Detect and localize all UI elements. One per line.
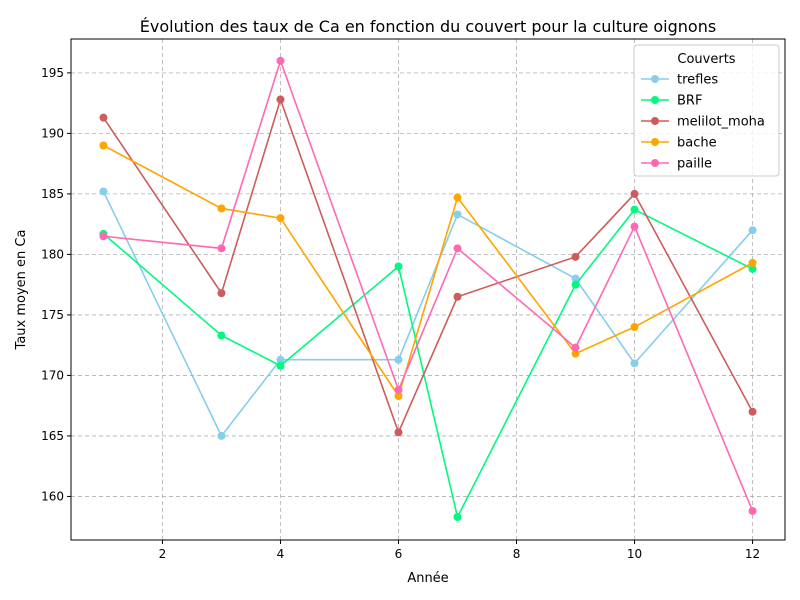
data-point-melilot_moha bbox=[748, 407, 757, 416]
y-axis-label: Taux moyen en Ca bbox=[14, 230, 29, 351]
x-tick-label: 10 bbox=[627, 547, 642, 561]
x-tick-label: 2 bbox=[159, 547, 167, 561]
legend-swatch-marker bbox=[651, 75, 659, 83]
legend-swatch-marker bbox=[651, 159, 659, 167]
data-point-paille bbox=[630, 222, 639, 231]
legend-item-BRF: BRF bbox=[641, 94, 702, 109]
data-point-BRF bbox=[630, 205, 639, 214]
series-melilot_moha bbox=[99, 95, 757, 437]
legend-label: paille bbox=[677, 157, 712, 172]
data-point-trefles bbox=[217, 431, 226, 440]
data-point-melilot_moha bbox=[453, 292, 462, 301]
data-point-melilot_moha bbox=[99, 113, 108, 122]
data-point-melilot_moha bbox=[630, 189, 639, 198]
data-point-paille bbox=[394, 385, 403, 394]
data-point-paille bbox=[453, 244, 462, 253]
data-point-paille bbox=[276, 56, 285, 65]
data-point-BRF bbox=[217, 331, 226, 340]
data-point-BRF bbox=[571, 280, 580, 289]
series-line-bache bbox=[103, 144, 753, 398]
series-trefles bbox=[99, 187, 757, 440]
legend-swatch-marker bbox=[651, 117, 659, 125]
series-line-paille bbox=[103, 58, 754, 512]
series-paille bbox=[99, 56, 757, 515]
data-point-paille bbox=[217, 244, 226, 253]
data-point-paille bbox=[748, 506, 757, 515]
axis-ticks: 2 4 6 8 10 12 160 165 170 175 180 185 190 195 bbox=[41, 66, 760, 561]
data-point-BRF bbox=[394, 262, 403, 271]
data-point-trefles bbox=[630, 359, 639, 368]
series-layer bbox=[99, 56, 757, 522]
chart-title: Évolution des taux de Ca en fonction du … bbox=[140, 17, 716, 36]
data-point-trefles bbox=[394, 355, 403, 364]
data-point-bache bbox=[630, 323, 639, 332]
y-tick-label: 195 bbox=[41, 66, 64, 80]
x-tick-label: 6 bbox=[395, 547, 403, 561]
y-tick-label: 180 bbox=[41, 247, 64, 261]
x-tick-label: 8 bbox=[513, 547, 521, 561]
legend-item-trefles: trefles bbox=[641, 73, 718, 88]
data-point-BRF bbox=[453, 513, 462, 522]
data-point-trefles bbox=[748, 226, 757, 235]
series-line-BRF bbox=[102, 208, 753, 520]
data-point-bache bbox=[217, 204, 226, 213]
legend-label: trefles bbox=[677, 73, 718, 88]
legend-item-paille: paille bbox=[641, 157, 712, 172]
data-point-melilot_moha bbox=[276, 95, 285, 104]
legend-label: bache bbox=[677, 136, 717, 151]
x-axis-label: Année bbox=[407, 571, 448, 586]
data-point-melilot_moha bbox=[571, 252, 580, 261]
legend-item-melilot_moha: melilot_moha bbox=[641, 115, 765, 130]
legend-item-bache: bache bbox=[641, 136, 717, 151]
data-point-paille bbox=[571, 343, 580, 352]
series-BRF bbox=[99, 205, 757, 522]
data-point-bache bbox=[394, 391, 403, 400]
data-point-trefles bbox=[276, 355, 285, 364]
data-point-melilot_moha bbox=[394, 428, 403, 437]
data-point-paille bbox=[99, 232, 108, 241]
legend-label: melilot_moha bbox=[677, 115, 765, 130]
plot-frame bbox=[70, 38, 786, 541]
legend-label: BRF bbox=[677, 94, 702, 109]
series-line-trefles bbox=[102, 191, 754, 438]
data-point-trefles bbox=[571, 274, 580, 283]
legend-swatch-marker bbox=[651, 138, 659, 146]
y-tick-label: 170 bbox=[41, 368, 64, 382]
y-tick-label: 165 bbox=[41, 429, 64, 443]
legend-swatch-marker bbox=[651, 96, 659, 104]
data-point-BRF bbox=[276, 361, 285, 370]
data-point-bache bbox=[276, 214, 285, 223]
data-point-trefles bbox=[99, 187, 108, 196]
data-point-BRF bbox=[748, 264, 757, 273]
x-tick-label: 4 bbox=[277, 547, 285, 561]
y-tick-label: 185 bbox=[41, 187, 64, 201]
data-point-bache bbox=[453, 193, 462, 202]
series-line-melilot_moha bbox=[102, 96, 754, 435]
data-point-bache bbox=[99, 141, 108, 150]
legend-title: Couverts bbox=[677, 52, 735, 67]
data-point-melilot_moha bbox=[217, 289, 226, 298]
data-point-bache bbox=[571, 349, 580, 358]
data-point-bache bbox=[748, 258, 757, 267]
y-tick-label: 160 bbox=[41, 489, 64, 503]
x-tick-label: 12 bbox=[745, 547, 760, 561]
y-tick-label: 190 bbox=[41, 126, 64, 140]
data-point-trefles bbox=[453, 210, 462, 219]
series-bache bbox=[99, 141, 757, 400]
y-tick-label: 175 bbox=[41, 308, 64, 322]
legend-box bbox=[633, 44, 780, 177]
